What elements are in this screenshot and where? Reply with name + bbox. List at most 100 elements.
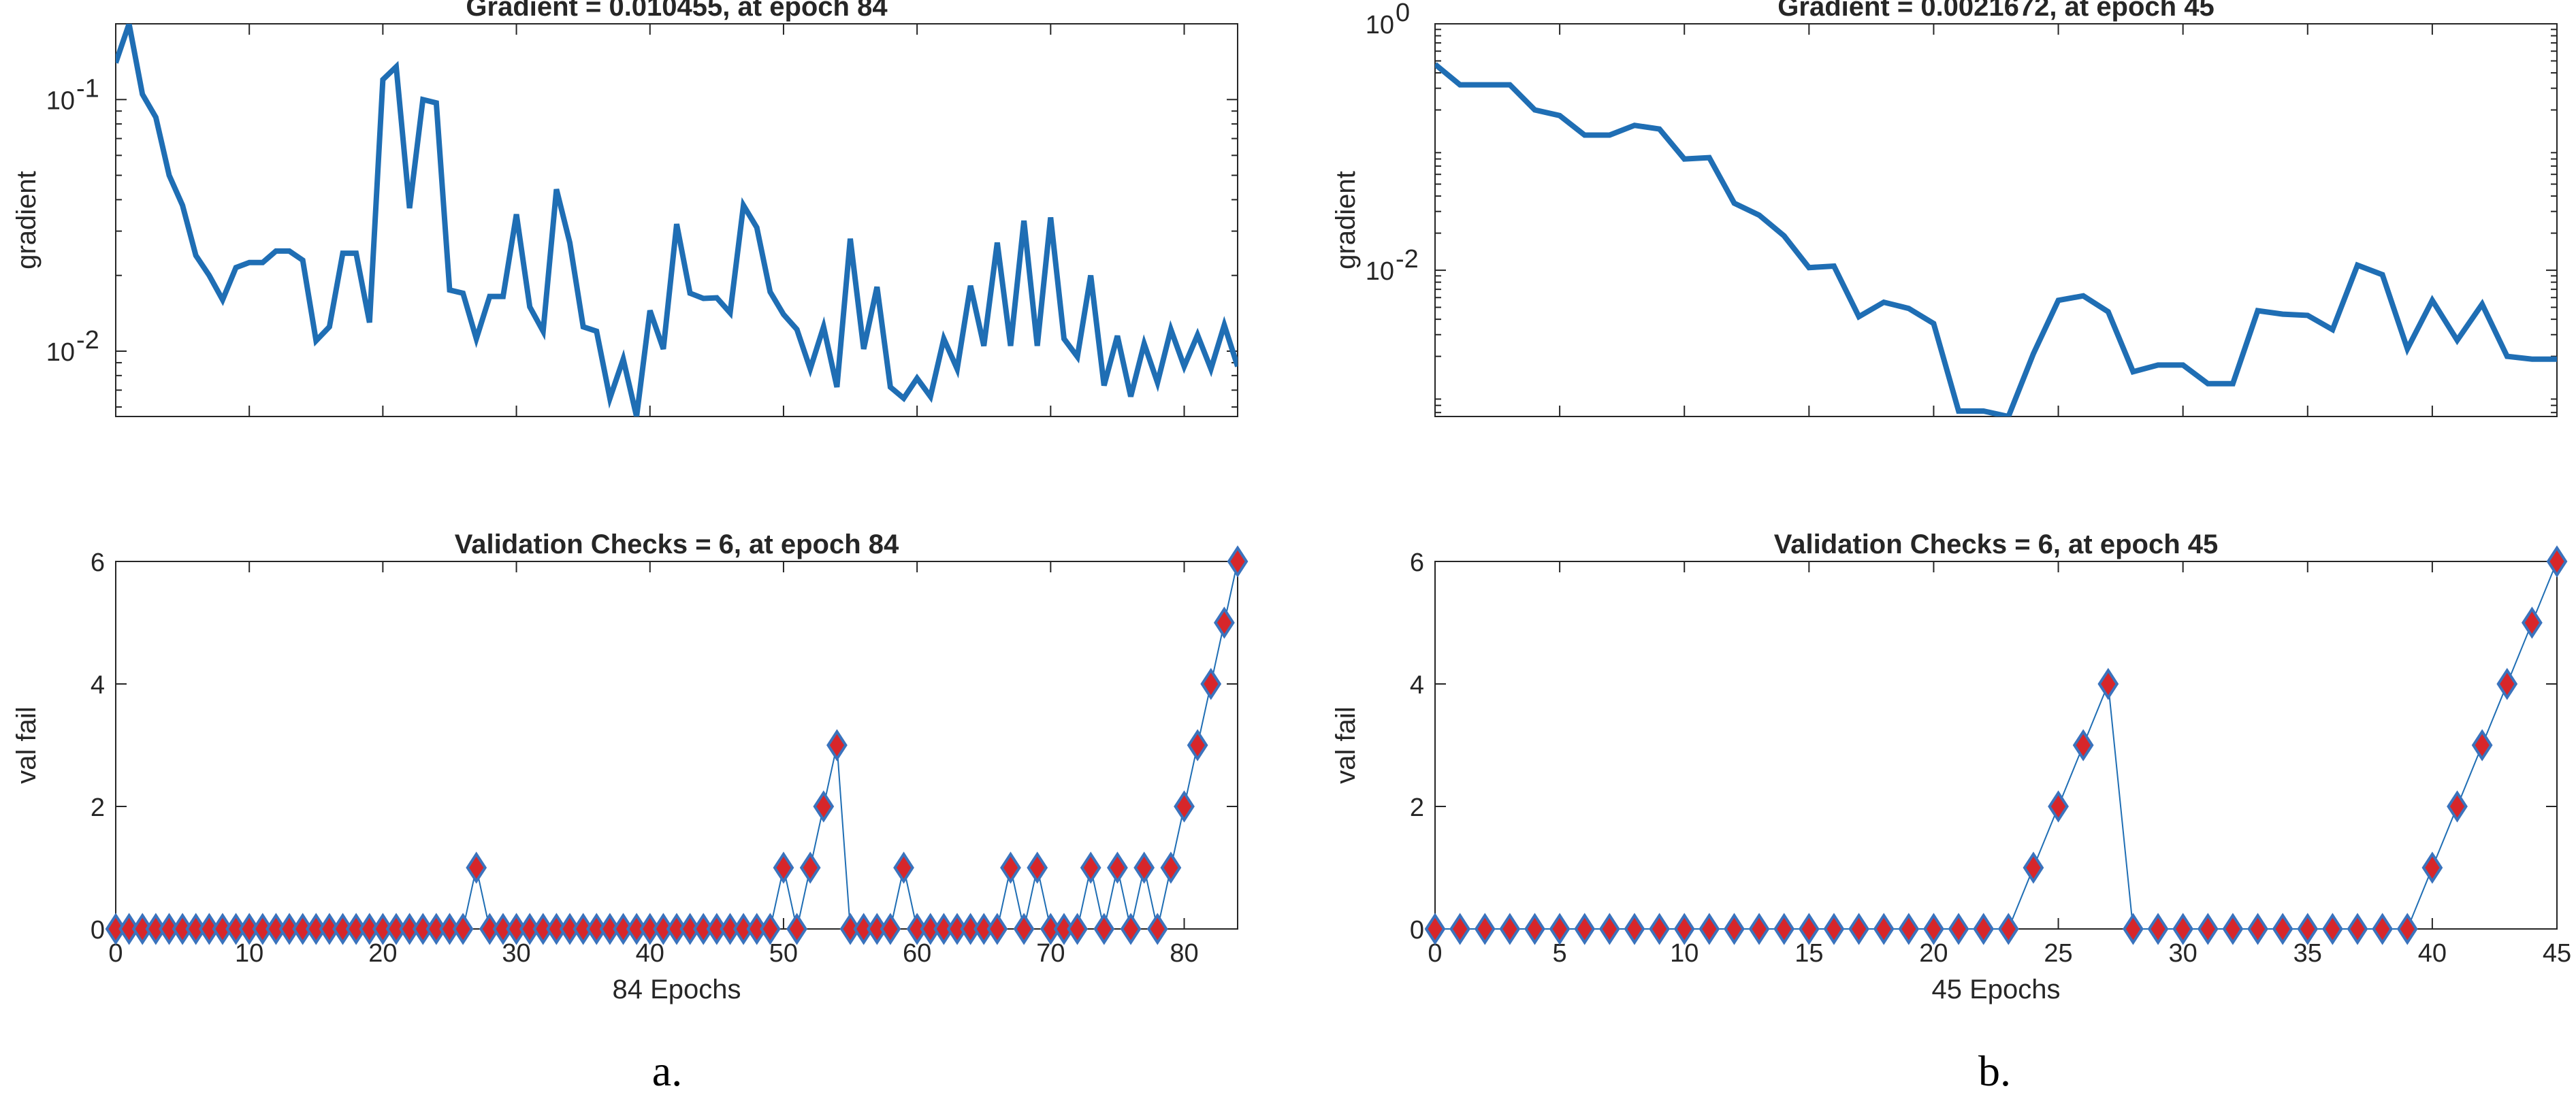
b-valfail-point [1773, 913, 1795, 945]
a-valfail-title: Validation Checks = 6, at epoch 84 [455, 529, 899, 559]
a-valfail-xtick-label: 0 [108, 939, 123, 968]
b-valfail-title: Validation Checks = 6, at epoch 45 [1774, 529, 2218, 559]
b-gradient-chart: Gradient = 0.0021672, at epoch 45 gradien… [1331, 0, 2558, 417]
b-valfail-point [2471, 729, 2493, 762]
a-valfail-point [826, 729, 848, 762]
a-valfail-point [880, 913, 901, 945]
b-gradient-axes-frame [1434, 23, 2558, 417]
a-valfail-point [893, 851, 914, 884]
a-valfail-point [1013, 913, 1035, 945]
b-gradient-ytick-label: 10 [1366, 257, 1394, 286]
b-valfail-ytick-label: 2 [1410, 794, 1424, 822]
b-valfail-point [1997, 913, 2019, 945]
a-gradient-ytick-label: 10 [46, 338, 75, 367]
b-valfail-point [1923, 913, 1944, 945]
a-valfail-point [1000, 851, 1021, 884]
a-valfail-point [1187, 729, 1208, 762]
b-valfail-ylabel: val fail [1331, 706, 1361, 783]
b-valfail-xtick-label: 40 [2418, 939, 2447, 968]
b-valfail-xlabel: 45 Epochs [1931, 975, 2060, 1004]
b-valfail-xtick-label: 0 [1428, 939, 1442, 968]
b-valfail-point [2247, 913, 2268, 945]
b-valfail-point [1474, 913, 1496, 945]
b-gradient-ytick-exponent: 0 [1396, 0, 1410, 27]
a-gradient-ytick-label: 10 [46, 86, 75, 115]
b-gradient-ytick-label: 10 [1366, 11, 1394, 39]
a-valfail-point [1200, 668, 1222, 700]
a-valfail-ytick-label: 2 [91, 794, 105, 822]
b-valfail-point [2396, 913, 2418, 945]
a-valfail-point [466, 851, 487, 884]
b-valfail-xtick-label: 45 [2543, 939, 2571, 968]
a-gradient-ytick-exponent: -1 [76, 74, 99, 103]
b-valfail-point [2421, 851, 2443, 884]
a-valfail-point [1146, 913, 1168, 945]
b-valfail-point [2072, 729, 2094, 762]
a-valfail-axes-frame [115, 561, 1238, 930]
a-valfail-point [759, 913, 781, 945]
b-valfail-point [2372, 913, 2394, 945]
b-valfail-axes-frame [1434, 561, 2558, 930]
b-valfail-point [2097, 668, 2119, 700]
b-valfail-point [1673, 913, 1695, 945]
b-valfail-point [2197, 913, 2219, 945]
b-valfail-point [1499, 913, 1521, 945]
b-valfail-point [1649, 913, 1670, 945]
b-valfail-point [1424, 913, 1446, 945]
b-valfail-xtick-label: 25 [2044, 939, 2072, 968]
b-valfail-ytick-label: 4 [1410, 671, 1424, 700]
a-valfail-ytick-label: 0 [91, 916, 105, 945]
a-valfail-point [1067, 913, 1088, 945]
b-valfail-chart: Validation Checks = 6, at epoch 45 val fa… [1331, 529, 2571, 1004]
b-valfail-point [2023, 851, 2044, 884]
a-valfail-point [1027, 851, 1048, 884]
a-valfail-point [1093, 913, 1115, 945]
a-gradient-series-line [116, 24, 1238, 416]
b-valfail-point [1724, 913, 1745, 945]
b-gradient-ytick-exponent: -2 [1396, 245, 1419, 274]
b-gradient-series-line [1435, 62, 2557, 416]
a-valfail-point [1174, 790, 1195, 823]
b-valfail-point [2347, 913, 2368, 945]
a-valfail-point [452, 913, 474, 945]
a-gradient-chart: Gradient = 0.010455, at epoch 84 gradient… [12, 0, 1238, 417]
a-gradient-title: Gradient = 0.010455, at epoch 84 [466, 0, 888, 22]
b-valfail-point [1624, 913, 1645, 945]
b-valfail-point [2147, 913, 2169, 945]
b-valfail-point [1598, 913, 1620, 945]
a-valfail-xtick-label: 80 [1170, 939, 1198, 968]
a-gradient-ytick-exponent: -2 [76, 326, 99, 355]
a-valfail-point [773, 851, 794, 884]
b-valfail-point [2297, 913, 2319, 945]
a-valfail-point [813, 790, 835, 823]
a-valfail-point [1133, 851, 1155, 884]
caption-b: b. [1978, 1047, 2011, 1095]
b-valfail-point [1524, 913, 1545, 945]
b-valfail-point [2322, 913, 2343, 945]
b-valfail-point [2172, 913, 2194, 945]
a-valfail-point [1213, 606, 1235, 639]
b-valfail-series-connector [1435, 561, 2558, 930]
b-valfail-point [1898, 913, 1920, 945]
b-valfail-point [1973, 913, 1995, 945]
a-valfail-ytick-label: 6 [91, 549, 105, 577]
b-valfail-point [2447, 790, 2468, 823]
b-valfail-point [2272, 913, 2293, 945]
b-valfail-point [1698, 913, 1720, 945]
b-valfail-point [2048, 790, 2069, 823]
b-valfail-point [2222, 913, 2244, 945]
a-valfail-point [1080, 851, 1101, 884]
caption-a: a. [652, 1047, 682, 1095]
a-gradient-axes-frame [115, 23, 1238, 417]
b-valfail-ytick-label: 0 [1410, 916, 1424, 945]
b-valfail-point [1748, 913, 1770, 945]
a-valfail-point [1227, 545, 1249, 578]
b-valfail-point [1823, 913, 1845, 945]
b-valfail-point [1549, 913, 1571, 945]
b-valfail-point [1574, 913, 1596, 945]
b-valfail-ytick-label: 6 [1410, 549, 1424, 577]
b-valfail-point [2521, 606, 2543, 639]
a-valfail-xtick-label: 50 [769, 939, 798, 968]
a-valfail-point [986, 913, 1008, 945]
